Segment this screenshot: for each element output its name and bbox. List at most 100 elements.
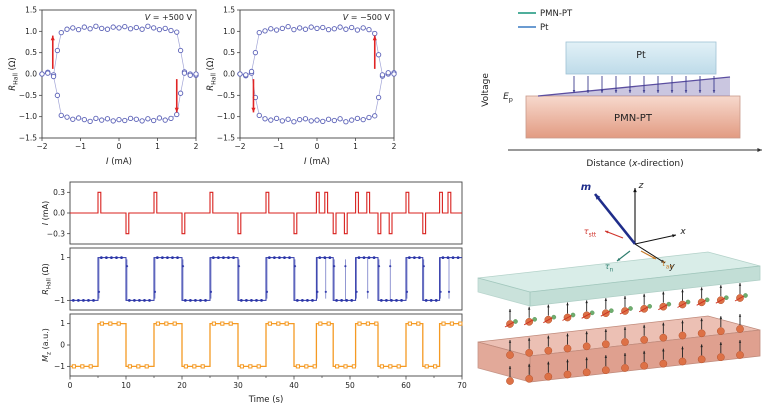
atom: [506, 377, 514, 385]
data-point: [139, 26, 145, 32]
y-tick-label: −0.5: [19, 91, 37, 100]
panel-hall-loop-positive-voltage: −2 −1 0 1 2 −1.5 −1.0 −0.5 0.0 0.5 1.0 1.5 I (mA) RHa…: [6, 2, 200, 170]
atom: [697, 329, 706, 338]
data-point: [156, 115, 163, 121]
sweep-up-line: [239, 72, 395, 123]
z-axis-label: z: [638, 181, 644, 191]
data-point: [256, 29, 262, 36]
x-tick-label: 40: [289, 381, 299, 390]
x-tick-label: 10: [121, 381, 131, 390]
data-point: [174, 29, 180, 35]
data-point: [99, 117, 105, 123]
data-point: [127, 26, 134, 32]
moment-vector-label: m: [581, 182, 591, 193]
atom: [582, 342, 591, 351]
data-point: [372, 30, 378, 37]
data-point: [354, 27, 361, 33]
data-point: [360, 117, 366, 123]
loop-positive-chart: −2 −1 0 1 2 −1.5 −1.0 −0.5 0.0 0.5 1.0 1.5 I (mA) RHa…: [8, 6, 199, 167]
data-point: [150, 117, 157, 124]
data-point: [70, 116, 76, 122]
data-point: [308, 24, 314, 30]
data-point: [70, 25, 76, 31]
data-point: [320, 118, 326, 125]
legend-label-pt: Pt: [540, 23, 549, 33]
data-point: [252, 50, 259, 56]
x-tick-label: −1: [273, 142, 284, 151]
loop-negative-chart: −2 −1 0 1 2 −1.5 −1.0 −0.5 0.0 0.5 1.0 1.5 I (mA) RHa…: [206, 6, 397, 167]
data-point: [343, 26, 349, 32]
current-pulse-trace: [70, 191, 462, 235]
data-point: [81, 117, 88, 123]
data-point: [193, 71, 199, 77]
x-tick-label: −2: [36, 142, 47, 151]
atom: [659, 359, 668, 368]
data-point: [366, 26, 372, 33]
data-point: [104, 26, 111, 32]
atom: [621, 364, 629, 372]
sweep-down-line: [239, 26, 395, 76]
atom: [697, 355, 706, 364]
y-tick-label: 0.3: [53, 188, 65, 197]
x-axis-label: x: [679, 227, 686, 237]
x-tick-label: 30: [233, 381, 243, 390]
data-point: [75, 115, 82, 121]
y-tick-label: 0.0: [223, 70, 235, 79]
device-schematic-svg: PMN-PT Pt Pt PMN-PT Ep Distance (x-direction)…: [481, 9, 762, 169]
x-tick-label: 0: [68, 381, 73, 390]
y-tick-label: −1.0: [19, 112, 37, 121]
x-tick-label: −2: [234, 142, 245, 151]
y-tick-label: 0.5: [25, 48, 37, 57]
data-point: [325, 116, 332, 122]
x-tick-label: 2: [194, 142, 199, 151]
data-point: [308, 118, 314, 124]
atom: [640, 335, 649, 344]
y-tick-label: 1.0: [25, 27, 37, 36]
data-point: [116, 25, 122, 31]
data-point: [285, 116, 291, 122]
data-point: [87, 118, 93, 125]
hall-resistance-axis-label: RHall (Ω): [41, 263, 52, 295]
data-point: [375, 94, 382, 101]
data-point: [337, 116, 343, 122]
data-point: [39, 71, 45, 77]
voltage-axis-label: Voltage: [481, 73, 491, 107]
y-tick-label: −1.5: [217, 134, 235, 143]
data-point: [291, 26, 297, 33]
data-point: [99, 25, 105, 31]
data-point: [177, 90, 184, 96]
data-point: [150, 25, 157, 31]
data-point: [262, 28, 268, 34]
time-axis-label: Time (s): [248, 395, 284, 405]
y-axis-label: RHall (Ω): [206, 57, 217, 90]
data-point: [285, 23, 291, 30]
data-point: [139, 118, 145, 124]
pt-layer-label: Pt: [636, 50, 646, 61]
y-tick-label: −0.3: [47, 229, 65, 238]
x-tick-label: 70: [457, 381, 467, 390]
data-point: [133, 116, 139, 122]
atom: [716, 353, 725, 362]
pt-layer: [565, 41, 717, 75]
data-point: [337, 24, 343, 30]
data-point: [45, 70, 51, 76]
panel-spin-torque-schematic: z m x y τstt τn τan: [468, 174, 768, 412]
data-point: [177, 47, 184, 54]
pmnpt-layer: [525, 95, 741, 139]
atom: [659, 333, 668, 342]
x-tick-label: 2: [392, 142, 397, 151]
y-tick-label: 1: [60, 319, 65, 328]
y-tick-label: −1: [54, 362, 65, 371]
ep-field-label: Ep: [503, 92, 513, 103]
data-point: [81, 24, 88, 30]
data-point: [320, 24, 326, 31]
data-point: [87, 26, 93, 32]
data-point: [379, 72, 386, 78]
data-point: [302, 116, 309, 122]
y-tick-label: −1: [54, 296, 65, 305]
data-point: [93, 115, 99, 122]
panel-time-series: 0.3 0.0 −0.3 I (mA) 1 −1 RHall (Ω) 1 0 −1 Mz (a.u.…: [36, 174, 468, 412]
hall-resistance-trace: [70, 257, 462, 301]
y-tick-label: −0.5: [217, 91, 235, 100]
